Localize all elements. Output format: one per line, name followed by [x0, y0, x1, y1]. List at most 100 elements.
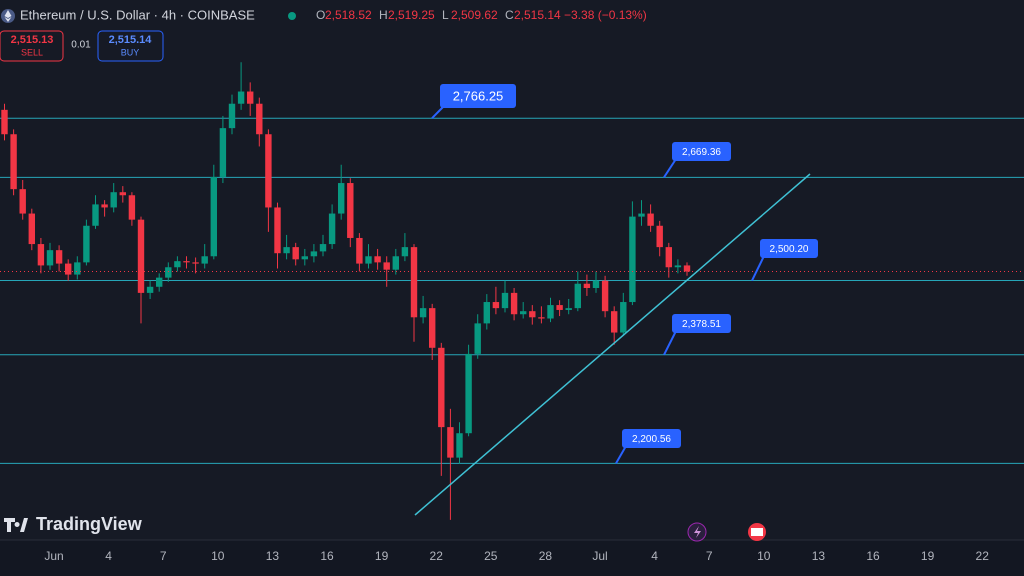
ohlc-value: 2,519.25 [388, 8, 435, 22]
level-box [672, 314, 731, 333]
ohlc-key: O [316, 8, 325, 22]
candle-body [356, 237, 363, 264]
time-label: 25 [484, 549, 498, 563]
candle-body [283, 247, 290, 254]
candle-body [247, 91, 254, 104]
level-pointer [431, 105, 445, 119]
time-label: 16 [866, 549, 880, 563]
candle-body [137, 219, 145, 293]
candle-body [165, 267, 172, 278]
candle-body [401, 247, 409, 257]
eth-glyph [4, 10, 12, 22]
candle-body [46, 250, 54, 266]
candle-body [110, 192, 117, 208]
level-label: 2,669.36 [682, 147, 721, 158]
candle-body [92, 204, 99, 226]
candle-body [128, 195, 136, 220]
buy-button[interactable] [97, 30, 164, 62]
level-label: 2,766.25 [453, 88, 504, 103]
trend-line [414, 173, 811, 516]
level-box [622, 429, 681, 448]
candle-body [146, 286, 154, 293]
level-label: 2,378.51 [682, 319, 721, 330]
flag-glyph [751, 528, 763, 536]
candle-body [456, 433, 463, 458]
candle-body [256, 103, 263, 135]
time-label: 13 [266, 549, 280, 563]
price-change: −3.38 (−0.13%) [564, 8, 647, 22]
candle-body [274, 207, 281, 254]
candle-body [228, 103, 236, 129]
candle-body [374, 256, 381, 263]
candle-body [28, 213, 35, 245]
time-axis-bar [0, 540, 1024, 576]
time-label: 4 [105, 549, 112, 563]
candle-body [492, 302, 500, 309]
time-label: 19 [375, 549, 389, 563]
candle-body [156, 277, 163, 287]
candle-body [683, 265, 691, 272]
candle-body [520, 311, 527, 315]
candle-body [328, 213, 336, 245]
level-pointer [615, 445, 627, 464]
ohlc-key: L [442, 8, 449, 22]
level-label: 2,200.56 [632, 434, 671, 445]
sell-price: 2,515.13 [11, 34, 54, 46]
candle-body [620, 302, 627, 333]
candle-body [201, 256, 208, 264]
candle-body [565, 308, 572, 310]
time-label: 10 [211, 549, 225, 563]
candle-body [65, 263, 72, 275]
candle-body [347, 183, 354, 238]
time-label: 28 [539, 549, 553, 563]
candle-body [674, 265, 682, 268]
event-glyph [694, 526, 701, 538]
level-pointer [663, 330, 677, 356]
ohlc-value: 2,509.62 [451, 8, 498, 22]
ohlc-value: 2,515.14 [514, 8, 561, 22]
candle-body [101, 204, 108, 208]
ohlc-key: H [379, 8, 388, 22]
ohlc-key: C [505, 8, 514, 22]
candle-body [438, 347, 445, 428]
sell-label: SELL [21, 47, 43, 57]
candle-body [237, 91, 245, 104]
spread: 0.01 [71, 40, 91, 51]
candle-body [338, 183, 345, 214]
candle-body [365, 256, 372, 264]
candle-body [447, 427, 454, 458]
candle-body [265, 134, 272, 208]
tv-logo [4, 518, 28, 532]
time-label: Jul [592, 549, 607, 563]
candle-body [55, 250, 63, 264]
candle-body [83, 225, 90, 263]
candle-body [383, 262, 390, 270]
candle-body [665, 247, 672, 268]
candle-body [465, 353, 472, 434]
candle-body [419, 308, 427, 318]
sell-button[interactable] [0, 30, 64, 62]
candle-body [601, 280, 609, 312]
level-box [760, 239, 818, 258]
candle-body [119, 192, 126, 196]
candle-body [392, 256, 399, 270]
candle-body [538, 317, 545, 319]
candle-body [556, 305, 563, 310]
candle-body [510, 292, 518, 315]
buy-label: BUY [121, 47, 140, 57]
time-label: 13 [812, 549, 826, 563]
level-label: 2,500.20 [770, 244, 809, 255]
candle-body [183, 261, 190, 263]
brand-name[interactable]: TradingView [36, 514, 143, 534]
time-label: 7 [706, 549, 713, 563]
symbol-title[interactable]: Ethereum / U.S. Dollar · 4h · COINBASE [20, 7, 255, 22]
time-label: 19 [921, 549, 935, 563]
ohlc-value: 2,518.52 [325, 8, 372, 22]
candle-body [292, 247, 299, 260]
candle-body [583, 283, 591, 288]
candle-body [474, 323, 481, 354]
time-label: Jun [44, 549, 63, 563]
candle-body [319, 244, 327, 252]
